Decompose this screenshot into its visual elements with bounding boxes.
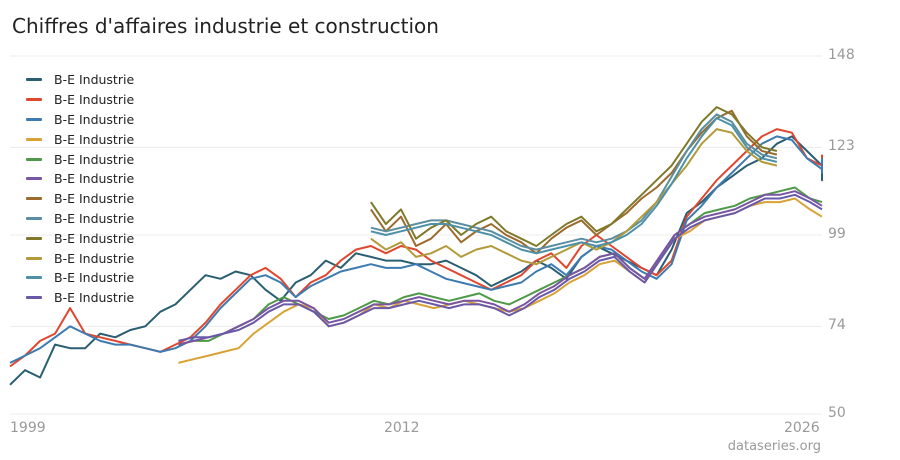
legend-label: B-E Industrie bbox=[54, 270, 135, 286]
legend-item[interactable]: B-E Industrie bbox=[26, 70, 134, 90]
legend-swatch bbox=[26, 197, 42, 201]
legend-label: B-E Industrie bbox=[54, 210, 135, 226]
legend-swatch bbox=[26, 296, 42, 300]
legend-label: B-E Industrie bbox=[54, 290, 135, 306]
legend-item[interactable]: B-E Industrie bbox=[26, 189, 134, 209]
legend-item[interactable]: B-E Industrie bbox=[26, 228, 134, 248]
series-line-12 bbox=[178, 193, 823, 342]
series-line-9 bbox=[370, 106, 778, 247]
series-line-10 bbox=[370, 128, 778, 266]
legend-item[interactable]: B-E Industrie bbox=[26, 90, 134, 110]
legend-item[interactable]: B-E Industrie bbox=[26, 248, 134, 268]
legend-item[interactable]: B-E Industrie bbox=[26, 169, 134, 189]
legend-swatch bbox=[26, 78, 42, 82]
source-label: dataseries.org bbox=[727, 439, 821, 454]
y-tick-label: 123 bbox=[828, 138, 855, 155]
x-tick-label: 2012 bbox=[383, 420, 420, 436]
series-line-6 bbox=[178, 190, 823, 346]
legend-swatch bbox=[26, 137, 42, 141]
y-tick-label: 99 bbox=[828, 226, 846, 242]
series-line-11 bbox=[370, 117, 778, 255]
legend-swatch bbox=[26, 177, 42, 181]
legend-swatch bbox=[26, 236, 42, 240]
y-tick-label: 148 bbox=[828, 47, 855, 63]
legend-label: B-E Industrie bbox=[54, 131, 135, 147]
series-line-8 bbox=[370, 113, 778, 251]
legend-swatch bbox=[26, 256, 42, 260]
series-line-5 bbox=[178, 186, 823, 346]
legend-item[interactable]: B-E Industrie bbox=[26, 110, 134, 130]
chart-title: Chiffres d'affaires industrie et constru… bbox=[12, 14, 439, 38]
legend-swatch bbox=[26, 157, 42, 161]
legend-item[interactable]: B-E Industrie bbox=[26, 129, 134, 149]
legend: B-E Industrie B-E Industrie B-E Industrie B… bbox=[26, 70, 134, 308]
legend-label: B-E Industrie bbox=[54, 230, 135, 246]
series-line-7 bbox=[370, 109, 778, 255]
legend-swatch bbox=[26, 98, 42, 102]
legend-item[interactable]: B-E Industrie bbox=[26, 149, 134, 169]
series-line-1 bbox=[9, 135, 823, 386]
legend-label: B-E Industrie bbox=[54, 191, 135, 207]
y-tick-label: 74 bbox=[828, 317, 846, 334]
x-tick-label: 2026 bbox=[784, 420, 820, 436]
legend-label: B-E Industrie bbox=[54, 92, 135, 108]
legend-label: B-E Industrie bbox=[54, 151, 135, 167]
legend-swatch bbox=[26, 216, 42, 220]
legend-label: B-E Industrie bbox=[54, 72, 135, 88]
legend-swatch bbox=[26, 117, 42, 121]
legend-label: B-E Industrie bbox=[54, 171, 135, 187]
y-tick-label: 50 bbox=[828, 405, 846, 421]
legend-item[interactable]: B-E Industrie bbox=[26, 268, 134, 288]
legend-item[interactable]: B-E Industrie bbox=[26, 288, 134, 308]
legend-item[interactable]: B-E Industrie bbox=[26, 209, 134, 229]
legend-label: B-E Industrie bbox=[54, 111, 135, 127]
x-tick-label: 1999 bbox=[10, 420, 46, 436]
series-line-3 bbox=[9, 135, 823, 364]
legend-swatch bbox=[26, 276, 42, 280]
legend-label: B-E Industrie bbox=[54, 250, 135, 266]
